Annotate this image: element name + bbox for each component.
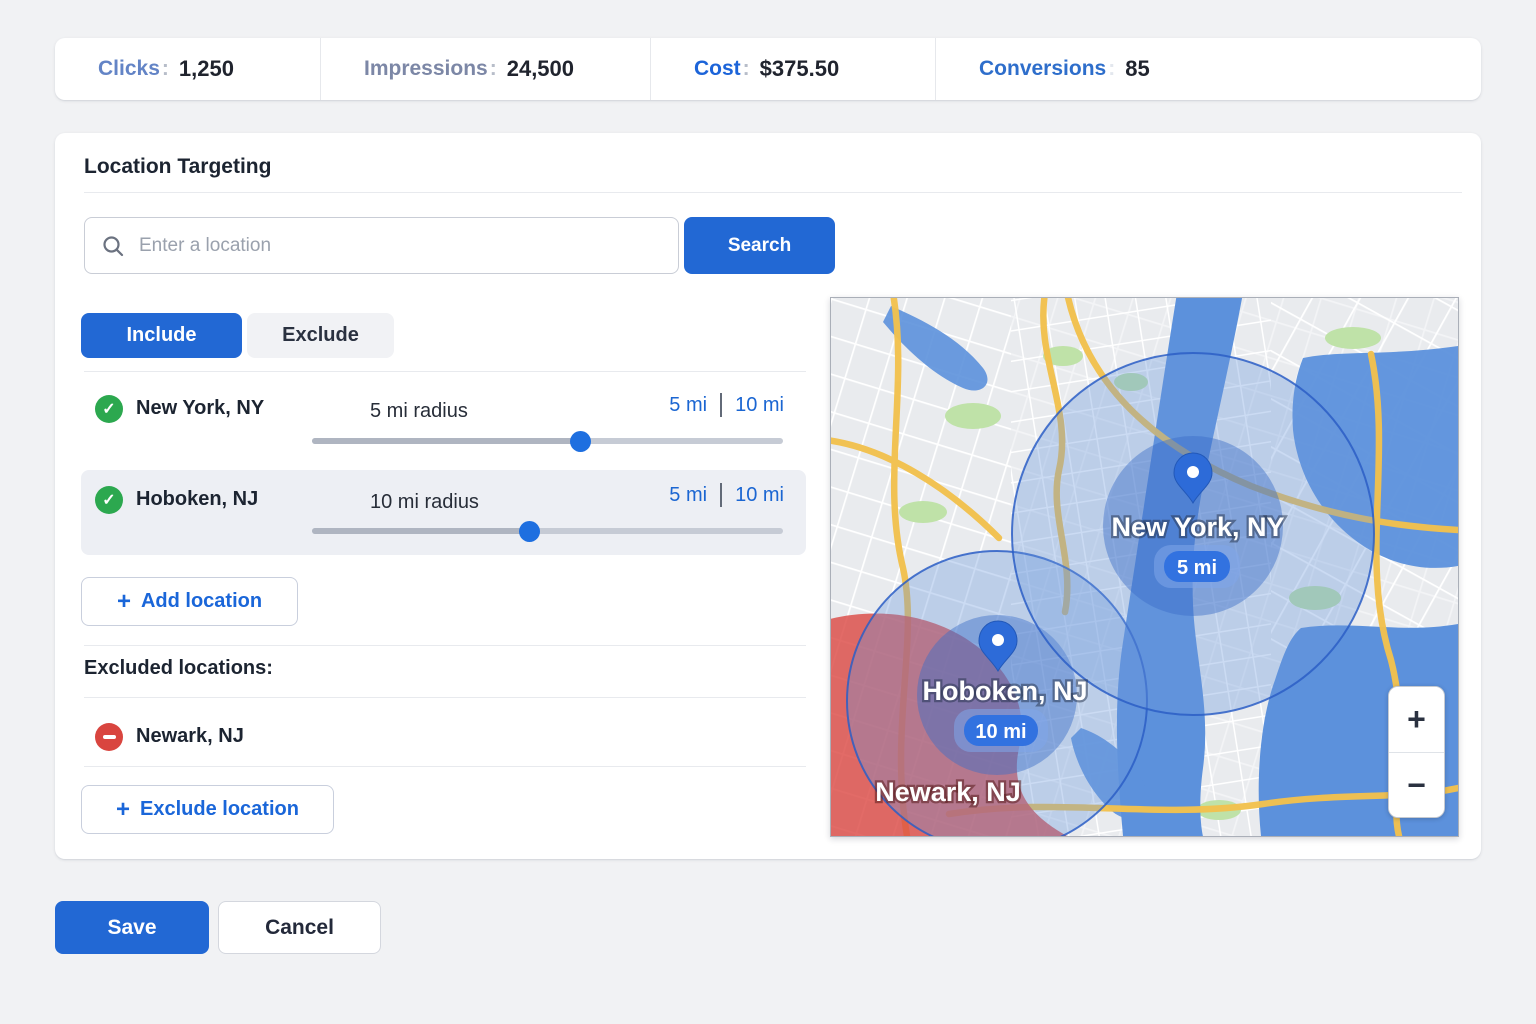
search-input[interactable] [137, 233, 678, 258]
tabs-divider [84, 371, 806, 372]
link-divider [720, 393, 723, 417]
stat-clicks-value: 1,250 [178, 56, 234, 81]
search-icon [103, 235, 124, 256]
zoom-control-divider [1389, 751, 1444, 753]
location-name: Newark, NJ [136, 725, 244, 747]
stat-impressions-value: 24,500 [506, 56, 575, 81]
stat-impressions-label: Impressions [364, 57, 488, 80]
excluded-row-newark: Newark, NJ [81, 709, 806, 765]
zoom-out-button[interactable]: − [1389, 752, 1444, 817]
stat-conversions-label: Conversions [979, 57, 1107, 80]
excluded-heading-divider [84, 697, 806, 698]
map-badge-new-york: 5 mi [1177, 557, 1217, 579]
add-location-button[interactable]: + Add location [81, 577, 298, 626]
location-row-hoboken: ✓ Hoboken, NJ 10 mi radius 5 mi 10 mi [81, 470, 806, 555]
radius-10mi-link[interactable]: 10 mi [735, 393, 784, 416]
targeting-map[interactable]: New York, NY 5 mi Hoboken, NJ 10 mi Newa… [830, 297, 1459, 837]
slider-track[interactable] [312, 528, 783, 534]
map-badge-hoboken: 10 mi [975, 721, 1026, 743]
page-title: Location Targeting [84, 155, 272, 178]
radius-10mi-link[interactable]: 10 mi [735, 483, 784, 506]
slider-fill [312, 438, 581, 444]
excluded-locations-heading: Excluded locations: [84, 657, 273, 679]
excluded-row-divider [84, 766, 806, 767]
tab-include[interactable]: Include [81, 313, 242, 358]
zoom-in-button[interactable]: + [1389, 687, 1444, 752]
location-row-new-york: ✓ New York, NY 5 mi radius 5 mi 10 mi [81, 375, 806, 467]
radius-slider [312, 521, 783, 542]
section-divider [84, 645, 806, 646]
tab-exclude[interactable]: Exclude [247, 313, 394, 358]
radius-preset-links: 5 mi 10 mi [669, 483, 784, 507]
location-name: Hoboken, NJ [136, 488, 259, 510]
stat-cost: Cost: $375.50 [650, 38, 935, 100]
exclude-location-button[interactable]: + Exclude location [81, 785, 334, 834]
cancel-button[interactable]: Cancel [218, 901, 381, 954]
excluded-region-newark [831, 613, 1067, 836]
stat-conversions: Conversions: 85 [935, 38, 1481, 100]
exclude-location-label: Exclude location [140, 798, 299, 820]
map-zoom-control: + − [1388, 686, 1445, 818]
radius-label: 5 mi radius [370, 400, 468, 422]
map-label-newark: Newark, NJ [875, 777, 1021, 807]
link-divider [720, 483, 723, 507]
map-label-hoboken: Hoboken, NJ [922, 676, 1087, 706]
location-name: New York, NY [136, 397, 265, 419]
new-york-pin [1173, 452, 1213, 504]
plus-icon: + [116, 587, 131, 615]
search-button[interactable]: Search [684, 217, 835, 274]
stat-clicks: Clicks: 1,250 [98, 56, 234, 81]
plus-icon: + [116, 795, 131, 823]
stat-cost-label: Cost [694, 57, 741, 80]
stat-impressions: Impressions: 24,500 [320, 38, 650, 100]
radius-5mi-link[interactable]: 5 mi [669, 393, 708, 416]
new-york-radius-circle [1012, 353, 1374, 715]
stat-cost-value: $375.50 [759, 56, 840, 81]
hoboken-radius-circle [847, 551, 1147, 836]
include-check-icon: ✓ [95, 395, 123, 423]
map-label-new-york: New York, NY [1111, 512, 1284, 542]
slider-thumb[interactable] [518, 521, 540, 542]
radius-5mi-link[interactable]: 5 mi [669, 483, 708, 506]
add-location-label: Add location [140, 590, 263, 612]
stat-clicks-label: Clicks [98, 57, 160, 80]
title-divider [84, 192, 1462, 193]
hoboken-pin [978, 620, 1018, 672]
radius-preset-links: 5 mi 10 mi [669, 393, 784, 417]
radius-label: 10 mi radius [370, 491, 479, 513]
save-button[interactable]: Save [55, 901, 209, 954]
stat-conversions-value: 85 [1125, 56, 1150, 81]
stats-bar: Clicks: 1,250 Impressions: 24,500 Cost: … [55, 38, 1481, 100]
slider-thumb[interactable] [570, 431, 592, 452]
map-canvas: New York, NY 5 mi Hoboken, NJ 10 mi Newa… [831, 298, 1458, 836]
include-exclude-tabs: Include Exclude [81, 313, 394, 358]
location-search-box [84, 217, 679, 274]
exclude-minus-icon [95, 723, 123, 751]
radius-slider [312, 431, 783, 452]
location-targeting-panel: Location Targeting Search Include Exclud… [55, 133, 1481, 859]
slider-fill [312, 528, 529, 534]
include-check-icon: ✓ [95, 486, 123, 514]
